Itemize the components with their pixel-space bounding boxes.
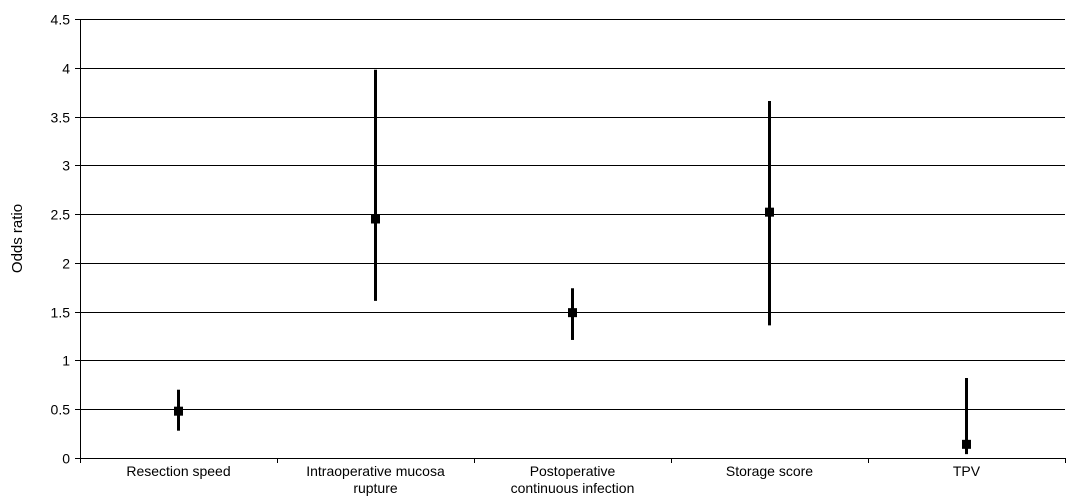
point-marker	[568, 308, 577, 318]
confidence-intervals	[177, 69, 968, 455]
y-tick-label: 1.5	[51, 305, 71, 321]
point-marker	[174, 406, 183, 416]
gridlines	[80, 19, 1065, 410]
y-tick-labels: 0 0.5 1 1.5 2 2.5 3 3.5 4 4.5	[51, 12, 71, 467]
y-tick-label: 3.5	[51, 110, 71, 126]
y-tick-label: 0	[62, 451, 70, 467]
y-tick-label: 2	[62, 256, 70, 272]
y-tick-label: 3	[62, 158, 70, 174]
y-axis-title: Odds ratio	[9, 204, 26, 273]
x-category-label: TPV	[953, 463, 981, 479]
point-estimates	[174, 207, 971, 449]
axes	[75, 19, 1066, 463]
x-category-labels: Resection speed Intraoperative mucosarupt…	[126, 463, 980, 496]
x-category-label: Resection speed	[126, 463, 230, 479]
y-tick-label: 2.5	[51, 207, 71, 223]
point-marker	[962, 439, 971, 449]
x-category-label: Intraoperative mucosa	[306, 463, 445, 479]
y-tick-label: 4	[62, 61, 70, 77]
point-marker	[765, 207, 774, 217]
y-tick-label: 1	[62, 353, 70, 369]
x-category-label: rupture	[353, 480, 398, 496]
x-category-label: Postoperative	[530, 463, 616, 479]
y-tick-label: 0.5	[51, 402, 71, 418]
x-category-label: Storage score	[726, 463, 813, 479]
y-tick-label: 4.5	[51, 12, 71, 28]
point-marker	[371, 214, 380, 224]
x-category-label: continuous infection	[511, 480, 635, 496]
